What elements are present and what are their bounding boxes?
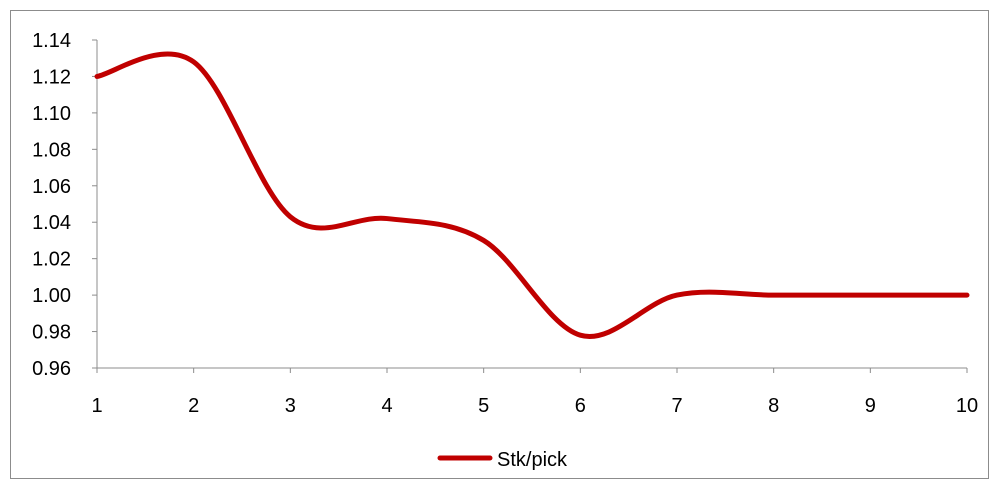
y-tick-label: 1.06 bbox=[32, 176, 71, 198]
y-tick-label: 1.12 bbox=[32, 66, 71, 88]
y-tick-label: 1.14 bbox=[32, 30, 71, 52]
chart-frame bbox=[10, 10, 989, 479]
x-tick-label: 1 bbox=[91, 395, 102, 417]
y-tick-label: 0.96 bbox=[32, 358, 71, 380]
y-tick-label: 1.08 bbox=[32, 139, 71, 161]
legend-label-stk-pick: Stk/pick bbox=[497, 449, 568, 471]
y-tick-label: 1.02 bbox=[32, 249, 71, 271]
series-line-stk-pick bbox=[94, 51, 970, 339]
x-tick-label: 2 bbox=[188, 395, 199, 417]
y-tick-label: 0.98 bbox=[32, 322, 71, 344]
x-tick-label: 5 bbox=[478, 395, 489, 417]
y-ticks: 0.96 0.98 1.00 1.02 1.04 1.06 1.08 1.10 1.12 1.14 bbox=[32, 30, 97, 380]
x-tick-label: 4 bbox=[381, 395, 392, 417]
x-tick-label: 7 bbox=[671, 395, 682, 417]
x-tick-label: 6 bbox=[575, 395, 586, 417]
plot-area bbox=[94, 51, 970, 339]
legend: Stk/pick bbox=[437, 449, 568, 471]
x-tick-label: 8 bbox=[768, 395, 779, 417]
x-tick-label: 3 bbox=[285, 395, 296, 417]
axes bbox=[96, 40, 967, 369]
y-tick-label: 1.00 bbox=[32, 285, 71, 307]
x-tick-label: 10 bbox=[956, 395, 978, 417]
y-tick-label: 1.10 bbox=[32, 103, 71, 125]
x-ticks: 1 2 3 4 5 6 7 8 9 10 bbox=[91, 368, 978, 417]
x-tick-label: 9 bbox=[865, 395, 876, 417]
y-tick-label: 1.04 bbox=[32, 212, 71, 234]
